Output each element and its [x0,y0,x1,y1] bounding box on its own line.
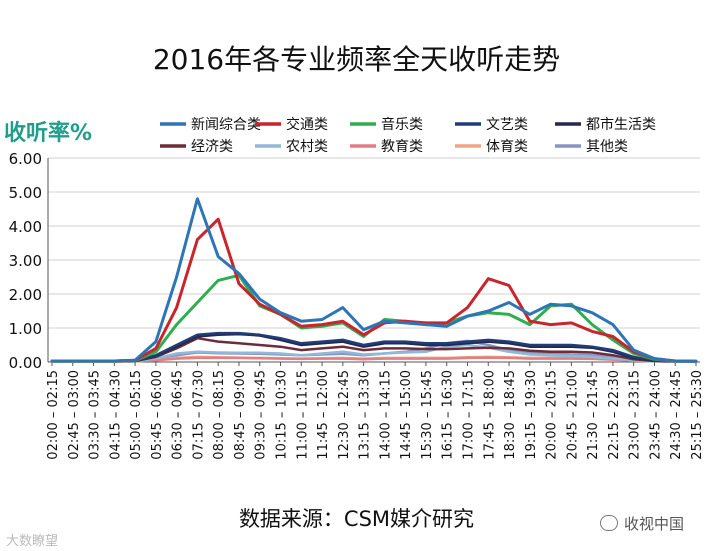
series-line [50,217,698,363]
y-tick-label: 3.00 [9,252,42,270]
x-tick-label: 10:15 – 10:30 [275,370,290,460]
series-line [50,343,698,363]
watermark-left: 大数瞭望 [6,534,59,549]
legend-label: 文艺类 [486,117,528,133]
x-tick-label: 05:45 – 06:00 [150,370,165,460]
x-tick-label: 02:45 – 03:00 [67,370,82,460]
legend-label: 经济类 [191,139,233,155]
legend-label: 新闻综合类 [191,117,261,133]
legend-label: 都市生活类 [586,116,656,133]
y-axis-label: 收听率% [4,120,92,146]
series-line [50,356,698,363]
x-tick-label: 14:00 – 14:15 [378,370,393,460]
x-tick-label: 23:00 – 23:15 [628,370,643,460]
y-tick-label: 4.00 [9,218,42,236]
x-tick-label: 12:30 – 12:45 [337,370,352,460]
legend-label: 交通类 [286,116,328,133]
x-tick-label: 02:00 – 02:15 [46,370,61,460]
watermark-right-text: 收视中国 [624,515,685,533]
x-tick-label: 06:30 – 06:45 [171,370,186,460]
watermark-right: 收视中国 [600,513,684,534]
x-tick-label: 18:30 – 18:45 [503,370,518,460]
x-tick-label: 20:00 – 20:15 [545,370,560,460]
x-tick-label: 22:15 – 22:30 [607,370,622,460]
y-tick-label: 0.00 [9,354,42,372]
x-tick-label: 07:15 – 07:30 [191,370,206,460]
y-tick-label: 6.00 [9,150,42,168]
x-tick-label: 24:30 – 24:45 [669,370,684,460]
x-tick-label: 17:00 – 17:15 [461,370,476,460]
x-tick-label: 04:15 – 04:30 [108,370,123,460]
data-source: 数据来源：CSM媒介研究 [238,507,475,531]
x-tick-label: 19:15 – 19:30 [524,370,539,460]
y-tick-label: 1.00 [9,320,42,338]
x-tick-label: 05:00 – 05:15 [129,370,144,460]
legend-label: 农村类 [286,139,328,155]
y-tick-label: 2.00 [9,286,42,304]
x-tick-label: 17:45 – 18:00 [482,370,497,460]
x-tick-label: 14:45 – 15:00 [399,370,414,460]
series-line [50,197,698,363]
x-tick-label: 25:15 – 25:30 [690,370,705,460]
line-chart: 收听率% 0.00 1.00 2.00 3.00 4.00 5.00 6.00 02:00 … [4,116,705,460]
x-tick-label: 23:45 – 24:00 [648,370,663,460]
x-tick-label: 03:30 – 03:45 [88,370,103,460]
wechat-icon [600,515,618,531]
legend-label: 教育类 [381,139,423,155]
x-tick-label: 20:45 – 21:00 [565,370,580,460]
legend-label: 体育类 [486,139,528,155]
page-title: 2016年各专业频率全天收听走势 [152,43,561,76]
series-line [50,331,698,363]
legend-label: 其他类 [586,139,628,155]
legend-label: 音乐类 [381,116,423,133]
x-tick-label: 08:00 – 08:15 [212,370,227,460]
x-tick-label: 11:00 – 11:15 [295,370,310,460]
x-tick-label: 21:30 – 21:45 [586,370,601,460]
x-tick-label: 08:45 – 09:00 [233,370,248,460]
x-tick-label: 11:45 – 12:00 [316,370,331,460]
x-tick-label: 16:15 – 16:30 [441,370,456,460]
x-tick-label: 09:30 – 09:45 [254,370,269,460]
y-tick-label: 5.00 [9,184,42,202]
x-tick-label: 15:30 – 15:45 [420,370,435,460]
x-tick-label: 13:15 – 13:30 [358,370,373,460]
